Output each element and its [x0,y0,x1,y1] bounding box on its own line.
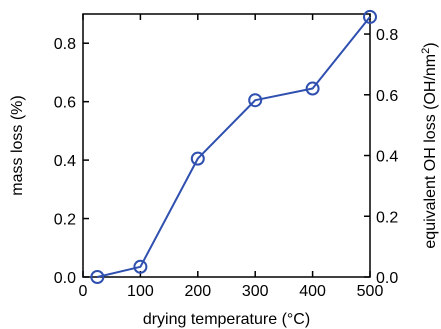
data-point [90,270,105,284]
tick-labels: 0 100 200 300 400 5000.00.20.40.60.80.00.20.4… [54,27,399,300]
y-right-tick-label: 0.4 [376,149,398,166]
y-left-tick-label: 0.2 [54,212,76,229]
y-right-tick-label: 0.2 [376,209,398,226]
x-axis-label: drying temperature (°C) [143,311,310,328]
x-tick-label: 300 [242,283,269,300]
y-left-tick-label: 0.6 [54,95,76,112]
data-point [248,93,263,108]
data-point [305,81,320,96]
data-point [190,151,205,166]
x-tick-label: 400 [299,283,326,300]
y-left-tick-label: 0.8 [54,36,76,53]
x-tick-label: 200 [184,283,211,300]
y-right-tick-label: 0.6 [376,88,398,105]
y-right-tick-label: 0.0 [376,270,398,287]
y-axis-label-right: equivalent OH loss (OH/nm2) [420,42,439,248]
axis-ticks [82,14,371,278]
series-line [97,16,371,278]
data-point [363,9,377,24]
y-left-tick-label: 0.0 [54,270,76,287]
data-point [133,259,148,274]
y-right-tick-label: 0.8 [376,27,398,44]
data-markers [90,9,377,284]
x-tick-label: 100 [127,283,154,300]
y-axis-label-left: mass loss (%) [9,95,26,195]
y-left-tick-label: 0.4 [54,153,76,170]
plot-frame [82,13,371,278]
x-tick-label: 500 [357,283,384,300]
x-tick-label: 0 [79,283,88,300]
